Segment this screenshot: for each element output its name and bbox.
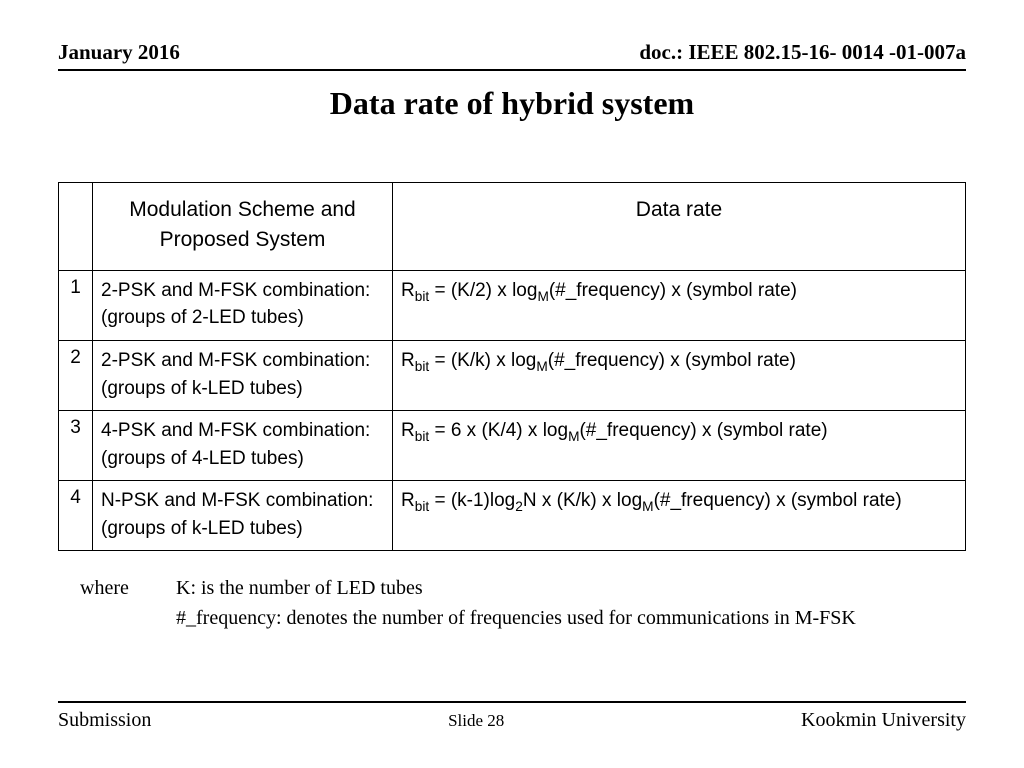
col-header-rate: Data rate xyxy=(393,183,966,271)
cell-rate: Rbit = (k-1)log2N x (K/k) x logM(#_frequ… xyxy=(393,481,966,551)
cell-idx: 4 xyxy=(59,481,93,551)
cell-scheme: 2-PSK and M-FSK combination: (groups of … xyxy=(93,270,393,340)
header-docref: doc.: IEEE 802.15-16- 0014 -01-007a xyxy=(639,40,966,65)
slide-footer: Submission Slide 28 Kookmin University xyxy=(58,701,966,732)
col-header-scheme: Modulation Scheme and Proposed System xyxy=(93,183,393,271)
footer-right: Kookmin University xyxy=(801,709,966,732)
data-rate-table: Modulation Scheme and Proposed System Da… xyxy=(58,182,966,551)
col-header-idx xyxy=(59,183,93,271)
slide-title: Data rate of hybrid system xyxy=(58,85,966,122)
table-row: 34-PSK and M-FSK combination: (groups of… xyxy=(59,411,966,481)
cell-scheme: 4-PSK and M-FSK combination: (groups of … xyxy=(93,411,393,481)
cell-scheme: 2-PSK and M-FSK combination: (groups of … xyxy=(93,340,393,410)
footer-left: Submission xyxy=(58,709,151,732)
cell-rate: Rbit = (K/2) x logM(#_frequency) x (symb… xyxy=(393,270,966,340)
legend-where: where xyxy=(80,573,176,603)
table-row: 22-PSK and M-FSK combination: (groups of… xyxy=(59,340,966,410)
cell-idx: 3 xyxy=(59,411,93,481)
cell-scheme: N-PSK and M-FSK combination: (groups of … xyxy=(93,481,393,551)
table-row: 4N-PSK and M-FSK combination: (groups of… xyxy=(59,481,966,551)
cell-rate: Rbit = (K/k) x logM(#_frequency) x (symb… xyxy=(393,340,966,410)
legend-line-2: #_frequency: denotes the number of frequ… xyxy=(80,603,966,633)
header-rule xyxy=(58,69,966,71)
legend: whereK: is the number of LED tubes #_fre… xyxy=(58,573,966,633)
table-header-row: Modulation Scheme and Proposed System Da… xyxy=(59,183,966,271)
cell-idx: 1 xyxy=(59,270,93,340)
table-body: 12-PSK and M-FSK combination: (groups of… xyxy=(59,270,966,550)
header-date: January 2016 xyxy=(58,40,180,65)
table-row: 12-PSK and M-FSK combination: (groups of… xyxy=(59,270,966,340)
cell-idx: 2 xyxy=(59,340,93,410)
footer-center: Slide 28 xyxy=(448,711,504,731)
legend-line-1: K: is the number of LED tubes xyxy=(176,577,423,599)
cell-rate: Rbit = 6 x (K/4) x logM(#_frequency) x (… xyxy=(393,411,966,481)
slide-header: January 2016 doc.: IEEE 802.15-16- 0014 … xyxy=(58,40,966,69)
